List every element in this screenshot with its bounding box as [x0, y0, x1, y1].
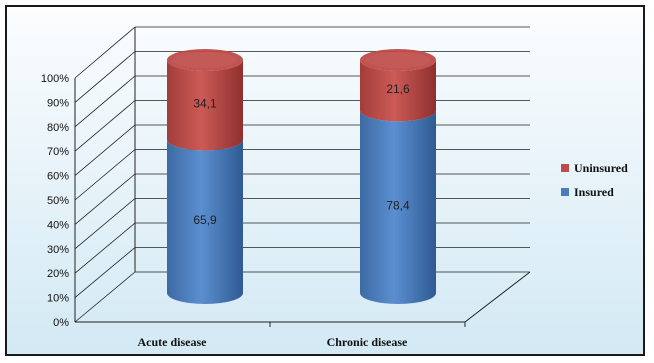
gridline-wall — [74, 100, 136, 152]
data-label: 78,4 — [386, 199, 410, 213]
y-tick-label: 40% — [47, 219, 69, 231]
legend-swatch — [561, 164, 569, 172]
y-tick-label: 100% — [41, 73, 69, 85]
data-label: 65,9 — [193, 213, 217, 227]
x-category-label: Chronic disease — [327, 335, 408, 349]
bar-segment — [167, 60, 243, 151]
bar-segment — [360, 110, 436, 304]
gridline-wall — [74, 26, 136, 79]
gridline-wall — [74, 124, 136, 176]
gridline-wall — [74, 51, 136, 103]
y-tick-label: 60% — [47, 171, 69, 183]
gridline-wall — [74, 198, 136, 250]
gridline-wall — [74, 222, 136, 274]
bar-top-cap-shade — [366, 52, 430, 68]
y-tick-label: 80% — [47, 122, 69, 134]
gridline-wall — [74, 173, 136, 225]
y-tick-label: 0% — [53, 317, 69, 329]
legend-entry: Insured — [574, 185, 614, 199]
y-tick-label: 70% — [47, 146, 69, 158]
legend-entry: Uninsured — [574, 161, 628, 175]
y-tick-label: 30% — [47, 244, 69, 256]
y-tick-label: 90% — [47, 97, 69, 109]
y-tick-label: 10% — [47, 293, 69, 305]
data-label: 21,6 — [386, 82, 410, 96]
bar-segment — [167, 139, 243, 304]
bar-segment — [360, 60, 436, 122]
x-category-label: Acute disease — [138, 335, 208, 349]
gridline-wall — [74, 271, 136, 323]
gridline-wall — [74, 247, 136, 298]
gridline-wall — [74, 75, 136, 128]
y-tick-label: 50% — [47, 195, 69, 207]
floor-right-edge — [464, 271, 531, 323]
legend-swatch — [561, 188, 569, 196]
bar-top-cap-shade — [173, 52, 237, 68]
data-label: 34,1 — [193, 97, 217, 111]
chart-frame — [5, 5, 645, 356]
gridline-wall — [74, 149, 136, 201]
y-tick-label: 20% — [47, 268, 69, 280]
